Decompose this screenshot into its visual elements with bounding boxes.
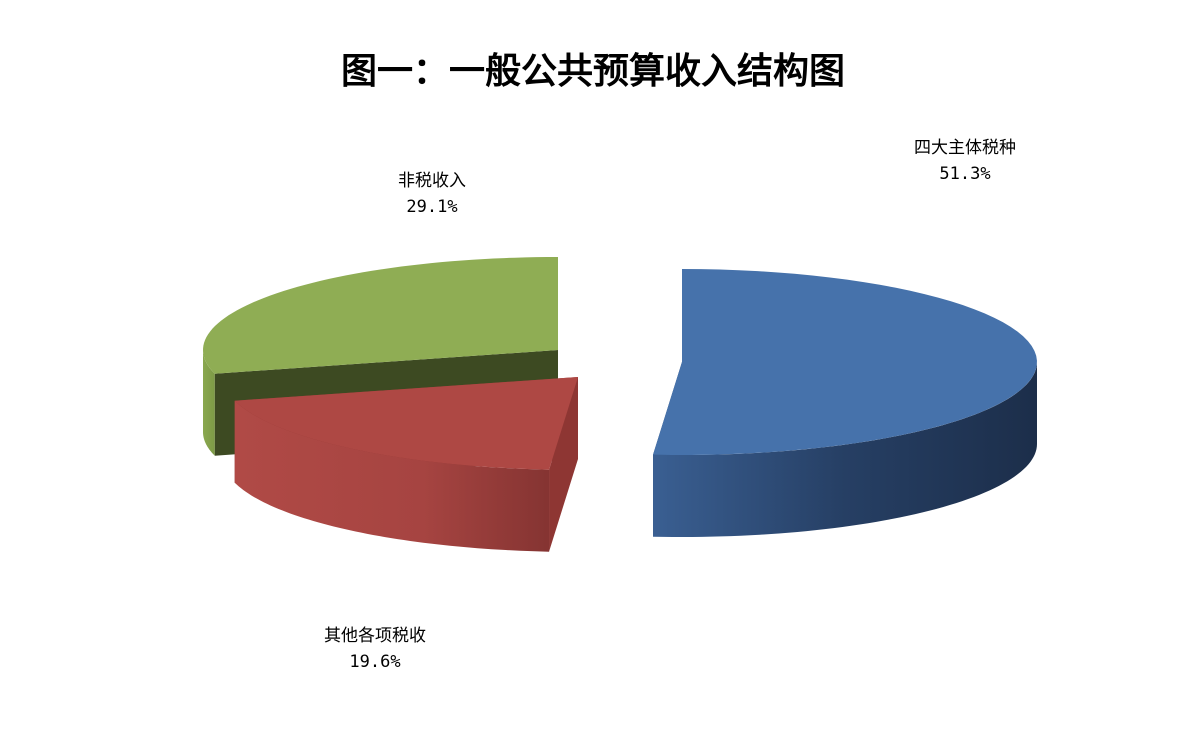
slice-major-taxes [653,269,1037,455]
slice-name: 非税收入 [398,171,466,191]
slice-label-major-taxes: 四大主体税种 51.3% [880,135,1050,187]
slice-name: 其他各项税收 [324,626,426,646]
slice-side-wall [203,350,215,456]
slice-side-wall [653,362,1037,537]
slice-other-taxes [234,377,578,470]
slice-side-wall [234,400,550,552]
slice-value: 29.1% [406,197,458,217]
slice-non-tax [203,257,558,374]
slice-value: 51.3% [939,164,991,184]
chart-title: 图一：一般公共预算收入结构图 [340,50,845,92]
slice-value: 19.6% [349,652,401,672]
slice-name: 四大主体税种 [914,138,1016,158]
slice-label-other-taxes: 其他各项税收 19.6% [290,623,460,675]
slice-label-non-tax: 非税收入 29.1% [347,168,517,220]
